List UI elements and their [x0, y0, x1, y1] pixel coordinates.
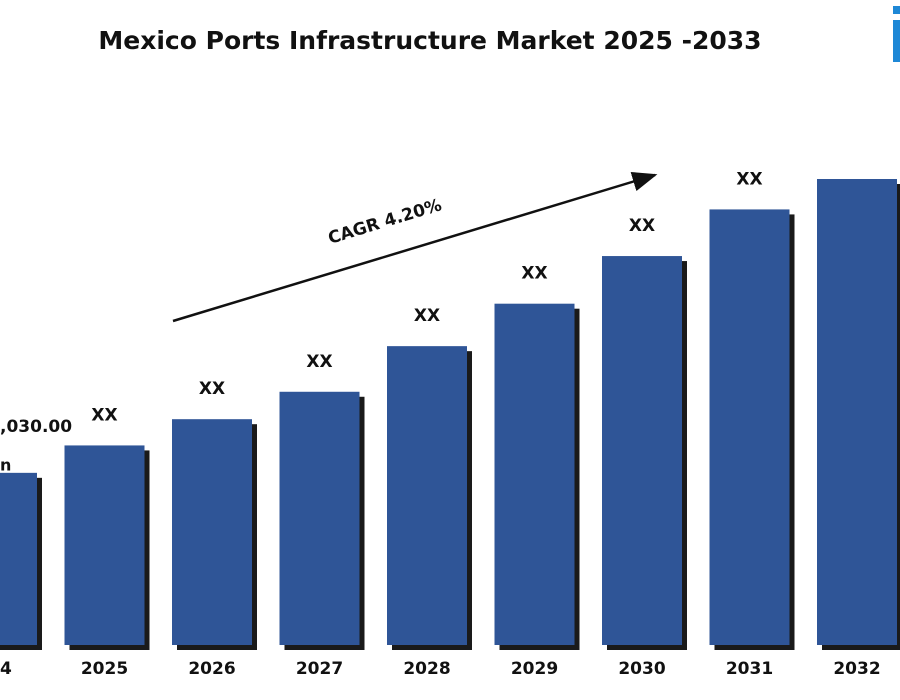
x-tick-label: 4	[0, 659, 12, 679]
value-label: XX	[306, 352, 332, 372]
x-tick-label: 2028	[403, 659, 450, 679]
x-tick-label: 2031	[726, 659, 773, 679]
value-label: ,030.00	[0, 417, 72, 437]
label-fragment: n	[0, 456, 11, 475]
chart-title: Mexico Ports Infrastructure Market 2025 …	[98, 26, 761, 55]
value-label: XX	[736, 169, 762, 189]
cagr-arrow	[172, 171, 658, 323]
x-tick-label: 2027	[296, 659, 343, 679]
bar	[279, 391, 360, 645]
x-tick-label: 2026	[188, 659, 235, 679]
logo	[893, 20, 900, 62]
value-label: XX	[199, 379, 225, 399]
x-tick-label: 2029	[511, 659, 558, 679]
x-tick-label: 2032	[833, 659, 880, 679]
bar	[64, 445, 145, 645]
bar	[709, 209, 790, 645]
bar	[817, 179, 897, 645]
value-label: XX	[521, 264, 547, 284]
bar	[172, 419, 252, 645]
bar	[0, 472, 37, 645]
x-tick-label: 2025	[81, 659, 128, 679]
bar	[494, 303, 575, 645]
value-label: XX	[414, 306, 440, 326]
logo	[893, 6, 900, 14]
x-tick-label: 2030	[618, 659, 665, 679]
cagr-label: CAGR 4.20%	[326, 195, 444, 249]
value-label: XX	[91, 405, 117, 425]
bar	[602, 256, 682, 645]
value-label: XX	[629, 216, 655, 236]
bar	[387, 346, 467, 645]
